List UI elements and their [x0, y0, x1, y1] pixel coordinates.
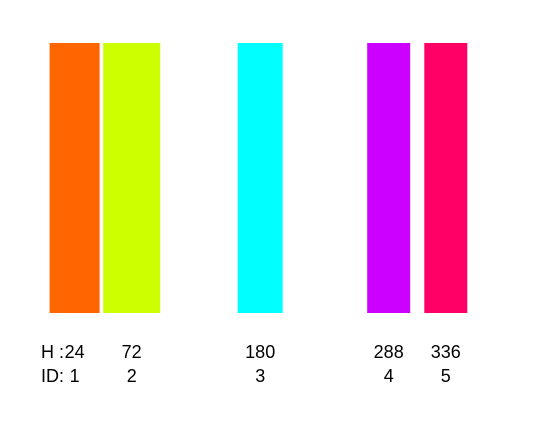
hue-label-3: 180 [245, 342, 275, 362]
id-label-4: 4 [384, 366, 394, 386]
bar-hue-24 [49, 43, 100, 313]
hue-label-5: 336 [431, 342, 461, 362]
id-label-1: 1 [70, 366, 80, 386]
id-label-3: 3 [255, 366, 265, 386]
hue-label-1: 24 [65, 342, 85, 362]
bar-hue-180 [237, 43, 283, 313]
bar-hue-72 [103, 43, 161, 313]
bar-hue-336 [424, 43, 468, 313]
hue-label-4: 288 [374, 342, 404, 362]
labels-layer: H : ID: 24 1 72 2 180 3 288 4 336 5 [41, 342, 461, 386]
hue-label-2: 72 [122, 342, 142, 362]
id-row-label: ID: [41, 366, 64, 386]
bars-layer [49, 43, 468, 313]
bar-hue-288 [367, 43, 411, 313]
id-label-2: 2 [127, 366, 137, 386]
id-label-5: 5 [441, 366, 451, 386]
hue-row-label: H : [41, 342, 64, 362]
